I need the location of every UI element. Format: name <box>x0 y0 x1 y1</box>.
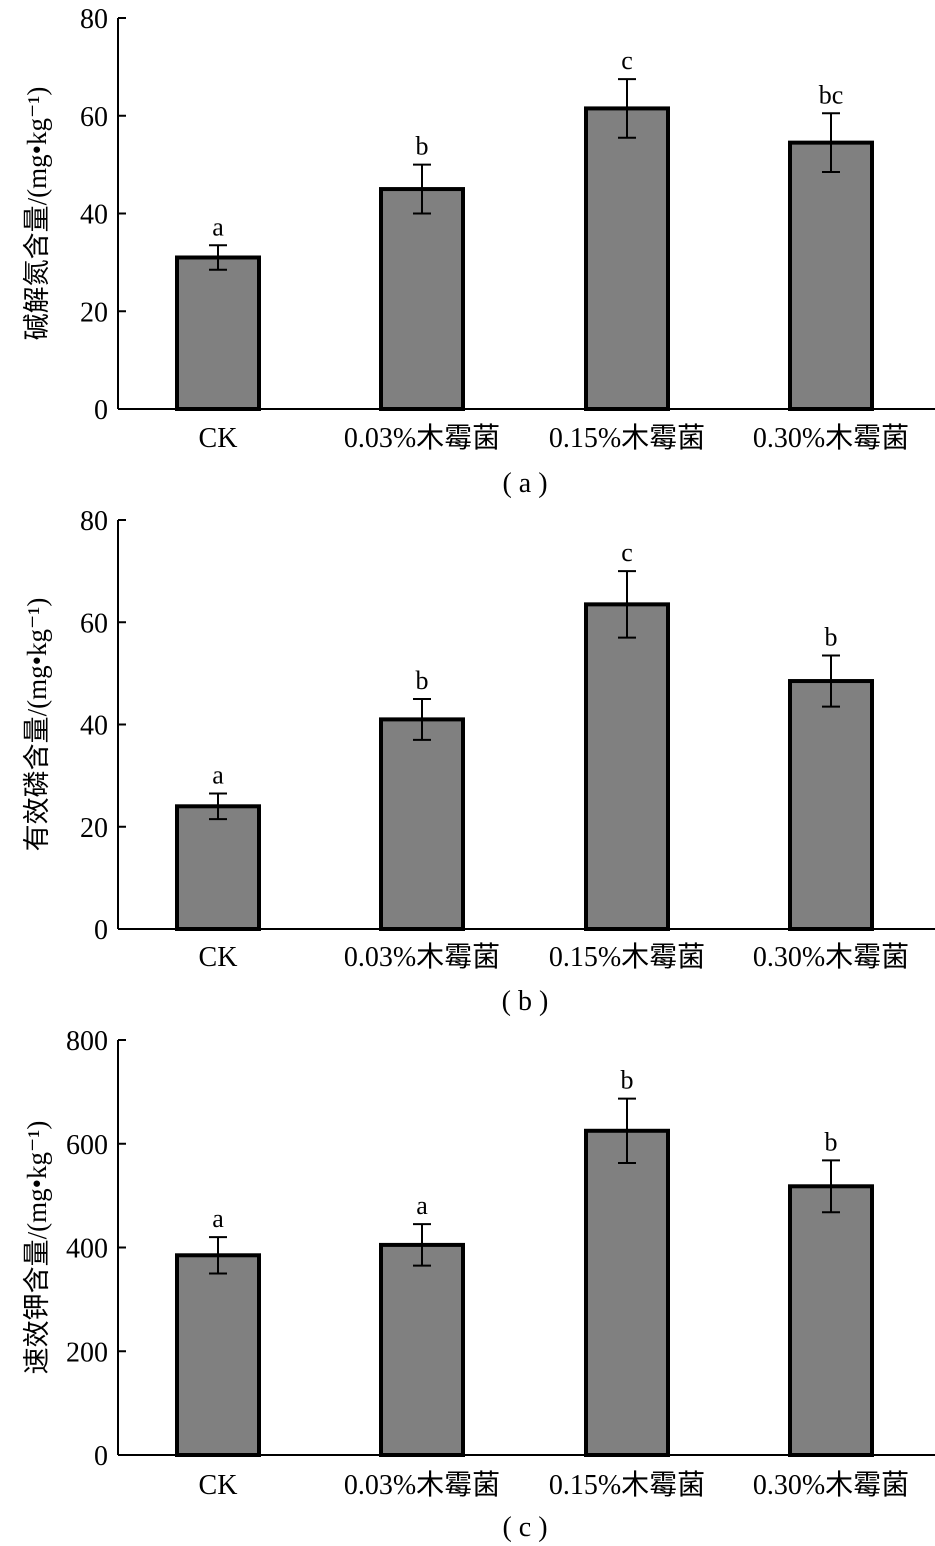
y-tick-label: 80 <box>80 506 108 537</box>
y-tick-label: 0 <box>94 1441 108 1472</box>
significance-label: bc <box>819 80 844 109</box>
category-label: CK <box>199 1470 238 1501</box>
significance-label: a <box>416 1191 428 1220</box>
category-label: 0.15%木霉菌 <box>549 1469 705 1501</box>
y-tick-label: 80 <box>80 4 108 35</box>
category-label: 0.30%木霉菌 <box>753 1469 909 1501</box>
bar <box>788 1184 874 1457</box>
bar <box>175 804 261 931</box>
y-axis-title: 速效钾含量/(mg•kg⁻¹) <box>22 1121 52 1375</box>
y-axis-title: 碱解氮含量/(mg•kg⁻¹) <box>22 87 52 341</box>
significance-label: b <box>621 1066 634 1095</box>
chart-panel-2: 0 20 40 60 80 有效磷含量/(mg•kg⁻¹) a CK b 0.03%木霉菌 c 0.1… <box>22 506 935 1017</box>
y-tick-label: 40 <box>80 711 108 742</box>
chart-panel-1: 0 20 40 60 80 碱解氮含量/(mg•kg⁻¹) a CK b 0.03%木霉菌 c 0.1… <box>22 4 935 499</box>
y-tick-label: 20 <box>80 297 108 328</box>
y-axis-title: 有效磷含量/(mg•kg⁻¹) <box>22 598 52 852</box>
y-tick-label: 60 <box>80 608 108 639</box>
chart-panel-3: 0 200 400 600 800 速效钾含量/(mg•kg⁻¹) a CK a 0.03%木霉菌… <box>22 1026 935 1543</box>
significance-label: c <box>621 46 633 75</box>
category-label: 0.15%木霉菌 <box>549 422 705 454</box>
y-tick-label: 400 <box>66 1234 108 1265</box>
category-label: 0.15%木霉菌 <box>549 941 705 973</box>
category-label: CK <box>199 942 238 973</box>
significance-label: b <box>416 666 429 695</box>
category-label: CK <box>199 423 238 454</box>
bar <box>584 1128 670 1457</box>
bar <box>788 140 874 411</box>
bar <box>175 1253 261 1457</box>
significance-label: c <box>621 538 633 567</box>
bar <box>584 602 670 931</box>
bar <box>584 106 670 411</box>
bar <box>788 679 874 932</box>
panel-label: ( a ) <box>502 468 547 499</box>
y-tick-label: 0 <box>94 915 108 946</box>
y-tick-label: 20 <box>80 813 108 844</box>
y-tick-label: 800 <box>66 1026 108 1057</box>
panel-label: ( b ) <box>502 986 549 1017</box>
panel-label: ( c ) <box>502 1512 547 1543</box>
bar <box>379 187 465 411</box>
significance-label: a <box>212 212 224 241</box>
significance-label: b <box>416 132 429 161</box>
category-label: 0.03%木霉菌 <box>344 1469 500 1501</box>
significance-label: a <box>212 761 224 790</box>
significance-label: a <box>212 1204 224 1233</box>
y-tick-label: 600 <box>66 1130 108 1161</box>
category-label: 0.03%木霉菌 <box>344 941 500 973</box>
y-tick-label: 60 <box>80 102 108 133</box>
y-tick-label: 200 <box>66 1337 108 1368</box>
y-tick-label: 40 <box>80 200 108 231</box>
category-label: 0.03%木霉菌 <box>344 422 500 454</box>
y-tick-label: 0 <box>94 395 108 426</box>
bar <box>379 1242 465 1457</box>
category-label: 0.30%木霉菌 <box>753 422 909 454</box>
bar <box>175 255 261 411</box>
bar <box>379 717 465 932</box>
significance-label: b <box>825 1127 838 1156</box>
significance-label: b <box>825 622 838 651</box>
category-label: 0.30%木霉菌 <box>753 941 909 973</box>
